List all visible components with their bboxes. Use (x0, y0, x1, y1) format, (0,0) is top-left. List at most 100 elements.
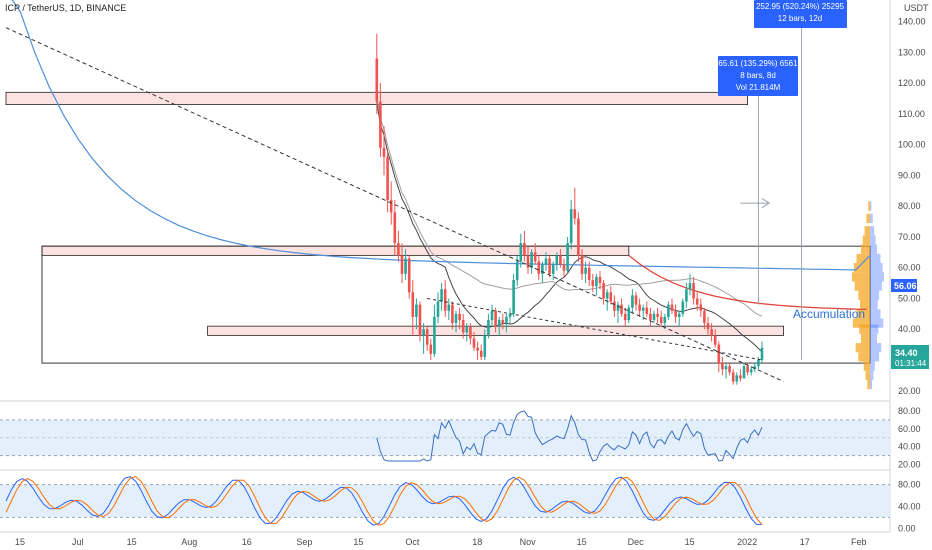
rsi-tick-label: 60.00 (898, 424, 921, 434)
volume-profile-bar-down (870, 281, 882, 291)
candle-body (659, 316, 663, 324)
candle-body (760, 347, 764, 360)
candle-body (425, 329, 429, 345)
candle-body (713, 335, 717, 345)
volume-profile-bar-down (870, 343, 882, 353)
candle-body (649, 313, 652, 320)
volume-profile-bar-up (856, 309, 870, 319)
candle-body (490, 310, 494, 320)
time-tick-label: 15 (685, 537, 695, 547)
inner-trend-line (427, 297, 763, 361)
candle-body (598, 276, 602, 284)
candle-body (688, 283, 692, 290)
measure-box-lower-line1: 65.61 (135.29%) 6561 (718, 59, 798, 68)
price-tick-label: 100.00 (898, 140, 926, 150)
axes: 140.00 130.00 120.00 110.00 100.00 90.00 80.00… (15, 17, 926, 547)
candle-body (541, 264, 544, 274)
candle-body (497, 320, 501, 327)
volume-profile (852, 201, 884, 390)
candle-body (631, 295, 634, 308)
candle-body (551, 264, 555, 274)
candle-body (429, 344, 433, 354)
volume-profile-bar-down (870, 318, 884, 328)
moving-averages (11, 0, 871, 353)
volume-profile-bar-up (854, 281, 870, 291)
volume-profile-bar-down (870, 290, 880, 300)
candle-body (487, 320, 490, 336)
resistance-zone-mid (41, 245, 630, 256)
time-tick-label: 18 (472, 537, 482, 547)
candle-body (591, 280, 595, 287)
candle-body (731, 372, 735, 382)
time-tick-label: Sep (296, 537, 312, 547)
candle-body (508, 313, 512, 317)
candle-body (623, 313, 627, 320)
trendlines[interactable] (5, 27, 784, 382)
rsi-line (376, 410, 763, 462)
price-tick-label: 80.00 (898, 201, 921, 211)
volume-profile-bar-down (870, 309, 881, 319)
candle-body (695, 298, 699, 305)
volume-profile-bar-down (870, 244, 877, 254)
chart-title: ICP / TetherUS, 1D, BINANCE (5, 3, 126, 13)
currency-label: USDT (904, 3, 929, 13)
candle-body (494, 310, 497, 327)
candle-body (461, 320, 465, 333)
candle-body (742, 366, 746, 379)
price-tick-label: 20.00 (898, 386, 921, 396)
candle-body (580, 255, 584, 274)
candle-body (501, 320, 505, 324)
candle-body (379, 101, 382, 148)
volume-profile-bar-up (860, 300, 870, 310)
time-tick-label: 16 (242, 537, 252, 547)
candle-body (595, 276, 598, 287)
volume-profile-bar-up (863, 361, 870, 371)
candle-body (670, 304, 674, 311)
rsi-tick-label: 20.00 (898, 460, 921, 470)
candle-body (609, 292, 613, 302)
candle-body (749, 369, 753, 373)
price-tick-label: 120.00 (898, 78, 926, 88)
candle-body (526, 255, 530, 268)
candle-body (569, 209, 573, 244)
candle-body (616, 304, 620, 311)
volume-profile-bar-down (870, 361, 875, 371)
candle-body (566, 243, 569, 271)
candle-body (663, 316, 667, 324)
candlestick-series[interactable] (375, 33, 764, 385)
measure-tools[interactable] (740, 21, 803, 360)
candle-body (451, 304, 454, 324)
price-tick-label: 90.00 (898, 170, 921, 180)
time-tick-label: 15 (577, 537, 587, 547)
rsi-tick-label: 80.00 (898, 406, 921, 416)
candle-body (645, 307, 649, 314)
price-tick-label: 50.00 (898, 293, 921, 303)
candle-body (717, 344, 721, 364)
candle-body (407, 258, 411, 293)
measure-box-upper-line1: 252.95 (520.24%) 25295 (756, 2, 845, 11)
candle-body (512, 280, 515, 314)
volume-profile-bar-up (865, 370, 870, 380)
volume-profile-bar-up (853, 263, 870, 273)
volume-profile-bar-up (858, 290, 870, 300)
candle-body (602, 283, 605, 299)
volume-profile-bar-up (859, 324, 870, 334)
candle-body (587, 267, 591, 280)
measure-box-upper[interactable] (754, 0, 847, 28)
candle-body (605, 292, 609, 299)
volume-profile-bar-up (862, 235, 870, 245)
candle-body (386, 156, 389, 200)
time-tick-label: Jul (72, 537, 84, 547)
candle-body (721, 363, 724, 370)
candle-body (699, 304, 703, 311)
ma-200-line (11, 0, 871, 271)
measure-box-lower[interactable] (718, 56, 798, 96)
candle-body (476, 347, 479, 351)
candle-body (555, 255, 559, 265)
candle-body (393, 212, 397, 244)
candle-body (404, 258, 407, 274)
volume-profile-bar-up (852, 272, 870, 282)
volume-profile-bar-down (870, 352, 880, 362)
candle-body (537, 261, 541, 274)
